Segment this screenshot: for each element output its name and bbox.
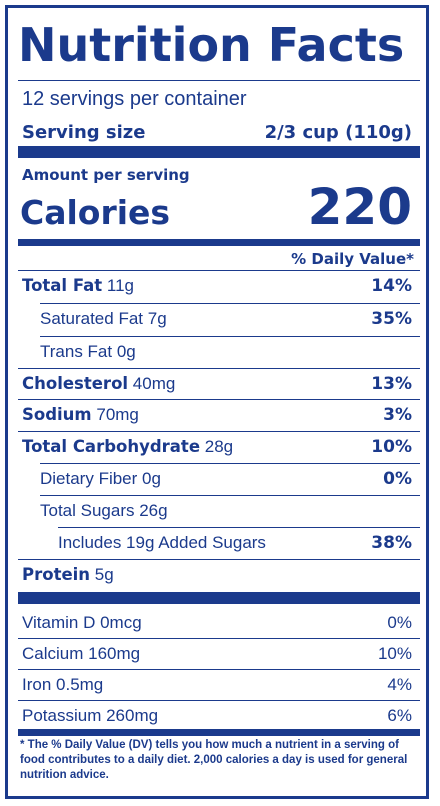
divider-title [18, 80, 420, 81]
nutrient-divider [58, 527, 420, 528]
footnote: * The % Daily Value (DV) tells you how m… [20, 739, 408, 781]
vitamin-divider [18, 700, 420, 701]
divider-thick-serving [18, 146, 420, 158]
nutrient-divider [18, 368, 420, 369]
label-title: Nutrition Facts [18, 18, 405, 72]
nutrient-amount: 0g [137, 469, 161, 488]
nutrient-row: Total Sugars 26g [40, 501, 168, 521]
vitamin-daily-value: 4% [387, 675, 412, 694]
nutrient-row: Protein 5g [22, 565, 114, 585]
nutrient-divider [40, 336, 420, 337]
nutrient-amount: 0g [112, 342, 136, 361]
servings-per-container: 12 servings per container [22, 88, 247, 110]
nutrient-row: Includes 19g Added Sugars [58, 533, 266, 553]
amount-per-serving: Amount per serving [22, 166, 190, 184]
nutrient-amount: 70mg [91, 405, 139, 424]
vitamin-name: Potassium 260mg [22, 706, 159, 725]
nutrition-facts-label: Nutrition Facts 12 servings per containe… [5, 5, 429, 799]
divider-thick-vitamins [18, 592, 420, 604]
nutrient-name: Cholesterol [22, 374, 129, 393]
serving-size-label: Serving size [22, 122, 146, 143]
nutrient-divider [18, 559, 420, 560]
nutrient-row: Dietary Fiber 0g [40, 469, 161, 489]
nutrient-row: Cholesterol 40mg [22, 374, 175, 394]
nutrient-divider [40, 463, 420, 464]
nutrient-amount: 7g [143, 309, 167, 328]
nutrient-amount: 40mg [128, 374, 176, 393]
nutrient-divider [18, 431, 420, 432]
daily-value-header: % Daily Value* [291, 250, 414, 268]
nutrient-daily-value: 38% [371, 533, 412, 553]
nutrient-name: Saturated Fat [40, 309, 144, 328]
nutrient-daily-value: 3% [383, 405, 412, 425]
nutrient-daily-value: 14% [371, 276, 412, 296]
nutrient-row: Total Fat 11g [22, 276, 134, 296]
nutrient-row: Sodium 70mg [22, 405, 139, 425]
nutrient-amount: 11g [102, 276, 134, 295]
nutrient-name: Includes 19g Added Sugars [58, 533, 266, 552]
vitamin-divider [18, 669, 420, 670]
vitamin-name: Iron 0.5mg [22, 675, 104, 694]
nutrient-row: Trans Fat 0g [40, 342, 136, 362]
nutrient-divider [18, 399, 420, 400]
nutrient-amount: 28g [200, 437, 234, 456]
nutrient-divider [18, 270, 420, 271]
serving-size-value: 2/3 cup (110g) [264, 122, 412, 143]
nutrient-name: Total Fat [22, 276, 103, 295]
vitamin-daily-value: 6% [387, 706, 412, 725]
calories-label: Calories [20, 193, 171, 232]
nutrient-name: Trans Fat [40, 342, 113, 361]
divider-footnote [18, 729, 420, 736]
nutrient-amount: 5g [90, 565, 114, 584]
nutrient-amount: 26g [134, 501, 168, 520]
calories-value: 220 [307, 178, 412, 236]
nutrient-daily-value: 35% [371, 309, 412, 329]
nutrient-daily-value: 0% [383, 469, 412, 489]
nutrient-daily-value: 13% [371, 374, 412, 394]
nutrient-row: Saturated Fat 7g [40, 309, 167, 329]
vitamin-daily-value: 10% [377, 644, 412, 663]
nutrient-name: Total Sugars [40, 501, 135, 520]
nutrient-name: Sodium [22, 405, 92, 424]
divider-calories [18, 239, 420, 246]
vitamin-name: Calcium 160mg [22, 644, 141, 663]
nutrient-daily-value: 10% [371, 437, 412, 457]
vitamin-divider [18, 638, 420, 639]
vitamin-daily-value: 0% [387, 613, 412, 632]
nutrient-name: Dietary Fiber [40, 469, 138, 488]
nutrient-row: Total Carbohydrate 28g [22, 437, 233, 457]
nutrient-name: Protein [22, 565, 91, 584]
nutrient-divider [40, 495, 420, 496]
vitamin-name: Vitamin D 0mcg [22, 613, 142, 632]
nutrient-name: Total Carbohydrate [22, 437, 201, 456]
nutrient-divider [40, 303, 420, 304]
